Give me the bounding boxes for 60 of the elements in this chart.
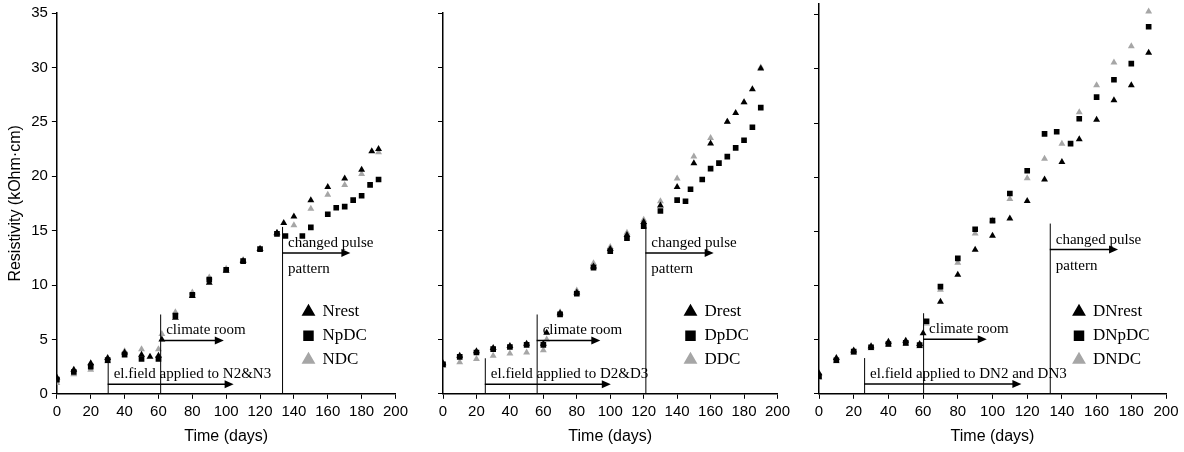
- y-axis-title: Resistivity (kOhm·cm): [6, 125, 24, 282]
- x-tick-label: 80: [568, 401, 586, 419]
- y-tick-label: 10: [31, 275, 48, 293]
- ref-line-label: changed pulse pattern: [651, 233, 738, 276]
- x-tick-label: 20: [845, 401, 863, 419]
- x-tick-label: 0: [52, 401, 62, 419]
- legend-label: DDC: [704, 349, 741, 369]
- x-tick-label: 20: [468, 401, 485, 419]
- x-tick-label: 40: [501, 401, 519, 419]
- x-tick-label: 200: [382, 401, 408, 419]
- x-tick-label: 100: [213, 401, 239, 419]
- legend-label: Drest: [704, 301, 742, 321]
- x-tick-label: 180: [731, 401, 757, 419]
- x-tick-label: 60: [535, 401, 552, 419]
- y-tick-label: 30: [31, 57, 48, 75]
- y-tick-label: 25: [31, 111, 48, 129]
- x-tick-label: 140: [664, 401, 690, 419]
- legend-label: DpDC: [704, 325, 749, 345]
- ref-line-label: climate room: [166, 321, 247, 338]
- x-tick-label: 200: [1153, 401, 1179, 419]
- legend-label: DNrest: [1093, 301, 1143, 321]
- x-tick-label: 60: [914, 401, 932, 419]
- x-tick-label: 0: [814, 401, 824, 419]
- ref-line-label: climate room: [542, 321, 623, 338]
- x-tick-label: 80: [183, 401, 201, 419]
- x-axis-title: Time (days): [950, 426, 1035, 444]
- legend-label: DNpDC: [1093, 325, 1150, 345]
- ref-line-label: changed pulse pattern: [1055, 230, 1142, 273]
- x-tick-label: 40: [116, 401, 133, 419]
- ref-line-label: changed pulse pattern: [288, 233, 374, 276]
- x-axis-title: Time (days): [184, 426, 269, 444]
- x-tick-label: 80: [949, 401, 967, 419]
- x-tick-label: 120: [1014, 401, 1040, 419]
- x-tick-label: 140: [281, 401, 307, 419]
- legend-label: Nrest: [322, 301, 360, 321]
- ref-line-label: climate room: [929, 320, 1009, 337]
- legend-label: NDC: [322, 349, 359, 369]
- x-tick-label: 40: [880, 401, 897, 419]
- x-tick-label: 120: [247, 401, 273, 419]
- y-tick-label: 20: [31, 166, 48, 184]
- y-tick-label: 5: [39, 329, 48, 347]
- x-tick-label: 180: [1118, 401, 1144, 419]
- y-tick-label: 0: [39, 383, 48, 401]
- y-tick-label: 15: [31, 220, 48, 238]
- x-axis-title: Time (days): [568, 426, 653, 444]
- x-tick-label: 100: [597, 401, 623, 419]
- x-tick-label: 200: [764, 401, 790, 419]
- legend-label: DNDC: [1093, 349, 1142, 369]
- x-tick-label: 160: [1084, 401, 1110, 419]
- x-tick-label: 160: [698, 401, 724, 419]
- x-tick-label: 20: [82, 401, 100, 419]
- x-tick-label: 100: [979, 401, 1006, 419]
- legend-label: NpDC: [322, 325, 367, 345]
- x-tick-label: 180: [349, 401, 375, 419]
- x-tick-label: 0: [438, 401, 448, 419]
- x-tick-label: 140: [1049, 401, 1075, 419]
- x-tick-label: 120: [631, 401, 657, 419]
- x-tick-label: 160: [315, 401, 341, 419]
- y-tick-label: 35: [31, 3, 48, 21]
- x-tick-label: 60: [150, 401, 167, 419]
